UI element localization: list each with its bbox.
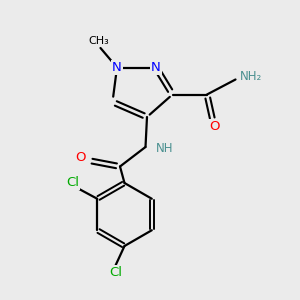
Text: NH₂: NH₂ xyxy=(240,70,262,83)
Text: O: O xyxy=(76,151,86,164)
Text: CH₃: CH₃ xyxy=(88,35,110,46)
Text: N: N xyxy=(112,61,122,74)
Text: Cl: Cl xyxy=(109,266,122,279)
Text: O: O xyxy=(209,120,220,134)
Text: Cl: Cl xyxy=(66,176,79,189)
Text: NH: NH xyxy=(156,142,173,155)
Text: N: N xyxy=(151,61,161,74)
